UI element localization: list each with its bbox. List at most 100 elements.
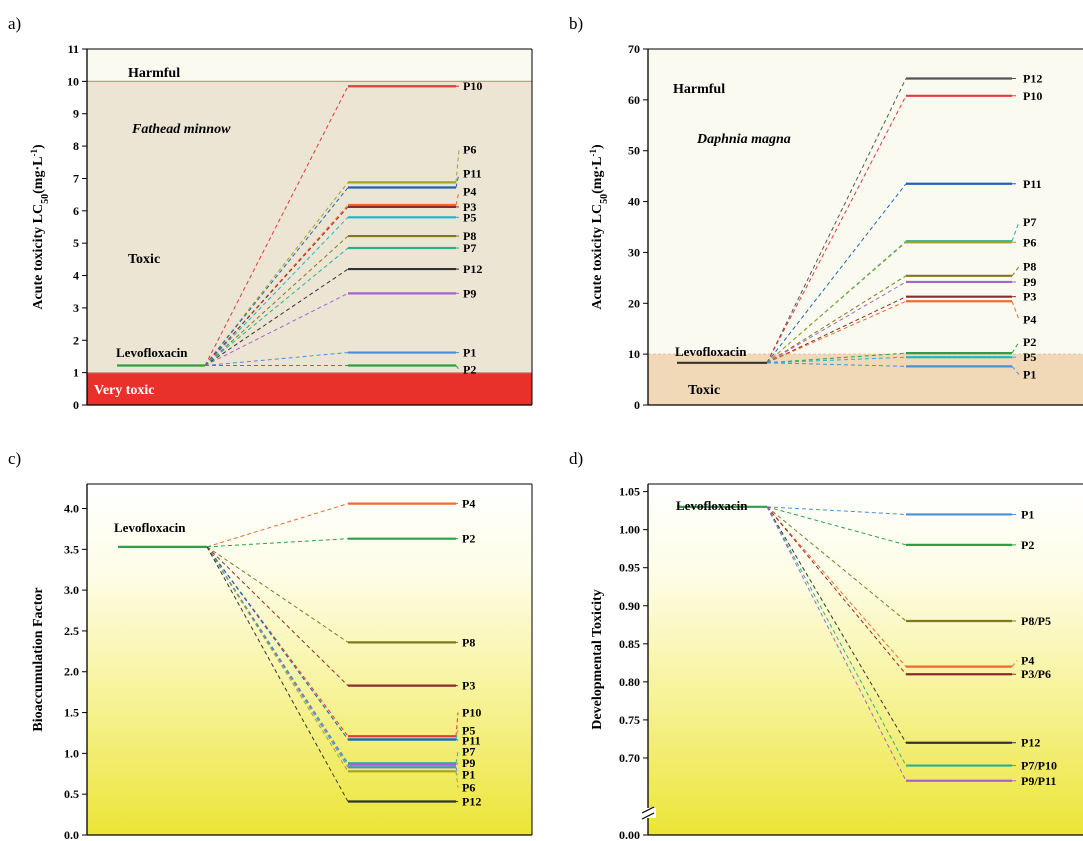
- product-label-p4: P4: [1021, 654, 1034, 668]
- product-label-p9-p11: P9/P11: [1021, 774, 1056, 788]
- connector-p4: [766, 300, 907, 364]
- y-axis-label-main: Acute toxicity LC: [590, 204, 605, 310]
- parent-label: Levofloxacin: [116, 345, 188, 360]
- connector-p4: [766, 506, 907, 667]
- parent-label: Levofloxacin: [114, 520, 186, 535]
- product-label-p11: P11: [462, 733, 481, 747]
- y-axis-label: Developmental Toxicity: [590, 589, 605, 729]
- zone-label: Harmful: [673, 82, 725, 97]
- y-axis-label-main: Acute toxicity LC: [31, 204, 46, 310]
- organism-label: Daphnia magna: [696, 132, 791, 147]
- y-axis-label-unit: (mg·L: [590, 157, 605, 194]
- y-tick-label: 30: [628, 245, 640, 259]
- y-tick-label: 0.80: [619, 675, 640, 689]
- product-label-p7-p10: P7/P10: [1021, 759, 1057, 773]
- product-label-p1: P1: [462, 768, 475, 782]
- y-tick-label: 0.90: [619, 599, 640, 613]
- y-tick-label: 0.95: [619, 561, 640, 575]
- y-tick-label: 3.5: [64, 542, 79, 556]
- y-axis-label-close: ): [590, 144, 605, 149]
- label-leader-p7: [455, 751, 459, 764]
- y-tick-label: 3: [73, 301, 79, 315]
- product-label-p8: P8: [462, 635, 475, 649]
- parent-label: Levofloxacin: [675, 344, 747, 359]
- y-axis-label-sup: -1: [588, 149, 598, 157]
- connector-p11: [766, 183, 907, 364]
- y-tick-label: 0.5: [64, 787, 79, 801]
- zone-harmful: [648, 49, 1083, 355]
- label-leader-p4: [455, 191, 460, 206]
- zone-label: Toxic: [688, 383, 720, 398]
- label-leader-p1: [455, 767, 459, 775]
- zone-label: Very toxic: [94, 383, 155, 398]
- y-tick-label: 8: [73, 139, 79, 153]
- connector-p10: [204, 85, 349, 366]
- parent-label: Levofloxacin: [676, 498, 748, 513]
- connector-p2: [206, 538, 349, 548]
- connector-p6: [766, 241, 907, 364]
- y-tick-label: 7: [73, 171, 79, 185]
- product-label-p3-p6: P3/P6: [1021, 667, 1051, 681]
- connector-p12: [766, 78, 907, 364]
- connector-p7: [204, 247, 349, 366]
- connector-p9: [766, 281, 907, 364]
- axis-break-mark: [641, 806, 655, 814]
- product-label-p5: P5: [462, 724, 475, 738]
- connector-p10: [206, 546, 349, 737]
- product-label-p9: P9: [463, 286, 476, 300]
- connector-p9: [204, 292, 349, 366]
- zone-very-toxic: [87, 372, 532, 405]
- connector-p8: [766, 275, 907, 364]
- y-tick-label: 0.0: [64, 828, 79, 841]
- product-label-p5: P5: [463, 210, 476, 224]
- connector-p9-p11: [766, 506, 907, 782]
- y-tick-label: 10: [628, 347, 640, 361]
- product-label-p2: P2: [1021, 538, 1034, 552]
- connector-p5: [766, 356, 907, 364]
- product-label-p10: P10: [463, 79, 482, 93]
- label-leader-p11: [455, 739, 459, 741]
- connector-p11: [206, 546, 349, 740]
- connector-p10: [766, 95, 907, 364]
- connector-p3: [766, 296, 907, 364]
- product-label-p2: P2: [463, 362, 476, 376]
- product-label-p12: P12: [462, 795, 481, 809]
- product-label-p11: P11: [1023, 177, 1042, 191]
- product-label-p8: P8: [463, 229, 476, 243]
- product-label-p8: P8: [1023, 260, 1036, 274]
- y-tick-label: 0.85: [619, 637, 640, 651]
- y-tick-label: 6: [73, 204, 79, 218]
- y-axis-label-sup: -1: [29, 149, 39, 157]
- label-leader-p8: [1011, 266, 1020, 277]
- label-leader-p11: [455, 173, 460, 188]
- connector-p6: [204, 182, 349, 366]
- y-axis-label: Acute toxicity LC50(mg·L-1): [29, 144, 51, 310]
- panel-c: 0.0 0.5 1.0 1.5 2.0 2.5 3.0 3.5 4.0 Bioaccumulati…: [8, 449, 533, 841]
- y-tick-label: 3.0: [64, 583, 79, 597]
- zone-label: Harmful: [128, 66, 180, 81]
- product-label-p12: P12: [1021, 736, 1040, 750]
- y-tick-label: 2.5: [64, 624, 79, 638]
- y-axis-label-unit: (mg·L: [31, 157, 46, 194]
- axis-break-gap: [640, 808, 656, 818]
- connector-p12: [766, 506, 907, 743]
- product-label-p3: P3: [463, 200, 476, 214]
- y-tick-label: 0.70: [619, 751, 640, 765]
- label-leader-p6: [455, 771, 459, 788]
- product-label-p9: P9: [1023, 275, 1036, 289]
- product-label-p6: P6: [463, 142, 476, 156]
- product-label-p7: P7: [1023, 215, 1036, 229]
- connector-p12: [204, 268, 349, 366]
- axis-break-mark: [641, 812, 655, 820]
- product-label-p1: P1: [1023, 367, 1036, 381]
- y-tick-label: 40: [628, 195, 640, 209]
- y-axis-label-sub: 50: [599, 194, 610, 204]
- connector-p4: [206, 503, 349, 548]
- y-tick-label: 70: [628, 42, 640, 56]
- product-label-p9: P9: [462, 756, 475, 770]
- product-label-p1: P1: [463, 346, 476, 360]
- panel-b: Harmful Toxic Daphnia magna 0 10 20 30 40 50 60 70…: [569, 14, 1083, 412]
- label-leader-p1: [1011, 366, 1020, 375]
- y-tick-label: 0.75: [619, 713, 640, 727]
- connector-p3-p6: [766, 506, 907, 675]
